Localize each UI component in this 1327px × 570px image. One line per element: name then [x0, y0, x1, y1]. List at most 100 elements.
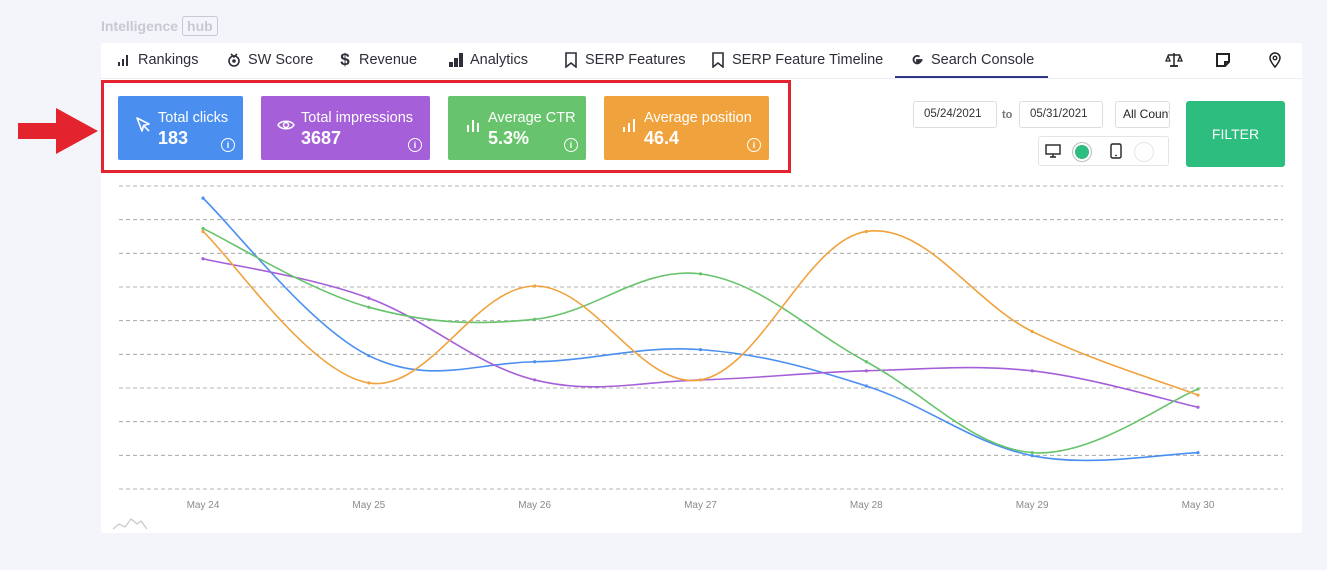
bookmark-icon: [710, 51, 726, 68]
sparkline-icon: [112, 518, 148, 530]
tab-revenue[interactable]: $ Revenue: [337, 43, 417, 76]
x-tick-label: May 25: [352, 500, 385, 511]
data-point[interactable]: [1196, 451, 1200, 455]
data-point[interactable]: [698, 378, 703, 382]
metric-label: Average position: [644, 110, 752, 126]
bar-chart-icon: [623, 119, 635, 132]
metric-value: 183: [158, 128, 189, 148]
tab-bar: Rankings SW Score $ Revenue Analytics SE…: [101, 43, 1302, 79]
metric-average-ctr[interactable]: Average CTR 5.3% i: [448, 96, 586, 160]
tablet-radio[interactable]: [1133, 141, 1155, 163]
data-point[interactable]: [864, 369, 868, 373]
data-point[interactable]: [864, 360, 868, 364]
tab-label: Analytics: [470, 51, 529, 68]
bar-chart-icon: [116, 52, 132, 68]
data-point[interactable]: [367, 354, 371, 358]
x-tick-label: May 26: [518, 500, 551, 511]
country-select[interactable]: All Countries: [1115, 101, 1170, 128]
red-arrow-icon: [18, 108, 98, 154]
data-point[interactable]: [367, 305, 371, 309]
tab-rankings[interactable]: Rankings: [116, 43, 198, 76]
balance-scale-icon[interactable]: [1165, 51, 1183, 69]
info-icon[interactable]: i: [747, 138, 761, 152]
tab-analytics[interactable]: Analytics: [448, 43, 528, 76]
desktop-icon[interactable]: [1045, 143, 1061, 159]
data-point[interactable]: [533, 378, 537, 382]
tab-label: Rankings: [138, 51, 199, 68]
date-to-input[interactable]: 05/31/2021: [1019, 101, 1103, 128]
metric-value: 3687: [301, 128, 342, 148]
tab-label: Revenue: [359, 51, 418, 68]
tab-sw-score[interactable]: SW Score: [226, 43, 313, 76]
analytics-icon: [448, 52, 464, 68]
cursor-icon: [136, 117, 150, 132]
data-point[interactable]: [698, 378, 703, 382]
series-line-2: [202, 227, 1199, 454]
x-tick-label: May 30: [1182, 500, 1215, 511]
medal-icon: [226, 52, 242, 68]
metric-total-clicks[interactable]: Total clicks 183 i: [118, 96, 243, 160]
data-point[interactable]: [1196, 405, 1200, 409]
data-point[interactable]: [367, 296, 371, 300]
metrics-highlight-box: [101, 80, 791, 173]
data-point[interactable]: [864, 384, 868, 388]
data-point[interactable]: [201, 196, 205, 200]
data-point[interactable]: [1030, 451, 1034, 455]
x-tick-label: May 24: [187, 500, 220, 511]
brand-badge: hub: [182, 16, 218, 36]
series-line-3: [202, 230, 1199, 396]
metric-total-impressions[interactable]: Total impressions 3687 i: [261, 96, 430, 160]
data-point[interactable]: [698, 272, 703, 276]
desktop-radio[interactable]: [1071, 141, 1093, 163]
data-point[interactable]: [864, 229, 868, 234]
info-icon[interactable]: i: [564, 138, 578, 152]
data-point[interactable]: [201, 226, 205, 231]
series-line-1: [202, 257, 1199, 408]
date-from-input[interactable]: 05/24/2021: [913, 101, 997, 128]
bookmark-icon: [563, 51, 579, 68]
google-icon: [909, 52, 925, 68]
tab-label: SERP Features: [585, 51, 686, 68]
eye-icon: [277, 120, 295, 130]
bar-chart-icon: [467, 120, 479, 132]
sticky-note-icon[interactable]: [1214, 51, 1232, 69]
tablet-icon[interactable]: [1109, 143, 1123, 160]
main-card: Rankings SW Score $ Revenue Analytics SE…: [101, 43, 1302, 533]
filter-button[interactable]: FILTER: [1186, 101, 1285, 167]
tab-label: SW Score: [248, 51, 314, 68]
data-point[interactable]: [367, 381, 371, 385]
data-point[interactable]: [1196, 393, 1200, 397]
x-tick-label: May 27: [684, 500, 717, 511]
metric-average-position[interactable]: Average position 46.4 i: [604, 96, 769, 160]
tab-serp-features[interactable]: SERP Features: [563, 43, 685, 76]
data-point[interactable]: [1030, 454, 1034, 458]
device-toggle: [1038, 136, 1169, 166]
data-point[interactable]: [698, 348, 703, 352]
data-point[interactable]: [533, 360, 537, 364]
location-pin-icon[interactable]: [1266, 51, 1284, 69]
x-tick-label: May 28: [850, 500, 883, 511]
x-tick-label: May 29: [1016, 500, 1049, 511]
brand-name: Intelligence: [101, 18, 179, 34]
data-point[interactable]: [533, 317, 537, 321]
tab-label: Search Console: [931, 51, 1035, 68]
data-point[interactable]: [201, 229, 205, 234]
data-point[interactable]: [1030, 329, 1034, 334]
metric-value: 46.4: [644, 128, 680, 148]
info-icon[interactable]: i: [221, 138, 235, 152]
metric-value: 5.3%: [488, 128, 530, 148]
data-point[interactable]: [1030, 369, 1034, 373]
info-icon[interactable]: i: [408, 138, 422, 152]
dollar-icon: $: [340, 49, 350, 69]
metric-label: Total clicks: [158, 110, 229, 126]
metric-label: Average CTR: [488, 110, 576, 126]
tab-label: SERP Feature Timeline: [732, 51, 884, 68]
tab-serp-feature-timeline[interactable]: SERP Feature Timeline: [710, 43, 883, 76]
data-point[interactable]: [533, 284, 537, 288]
data-point[interactable]: [201, 257, 205, 261]
metric-label: Total impressions: [301, 110, 414, 126]
tab-search-console[interactable]: Search Console: [895, 43, 1049, 78]
data-point[interactable]: [1196, 387, 1200, 391]
series-line-0: [202, 197, 1199, 462]
to-label: to: [1002, 109, 1013, 121]
